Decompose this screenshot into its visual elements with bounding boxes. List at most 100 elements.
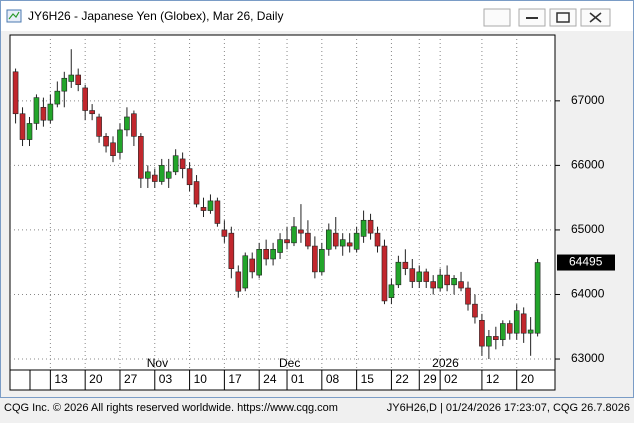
candle-body (110, 142, 116, 157)
candle-body (374, 232, 381, 247)
candle-body (305, 232, 311, 247)
x-tick-label: 08 (326, 372, 340, 386)
candle-body (193, 181, 200, 205)
last-price-box (557, 254, 615, 271)
candle-body (423, 271, 430, 282)
restore-button[interactable] (549, 8, 577, 27)
candle-body (103, 136, 109, 147)
candle-body (360, 219, 367, 237)
candle-body (207, 200, 214, 211)
candle-body (506, 323, 513, 334)
candle-body (19, 113, 26, 140)
x-tick-label: 29 (423, 372, 437, 386)
candle-body (332, 232, 339, 247)
x-tick-label: 15 (361, 372, 375, 386)
x-tick-label: 03 (159, 372, 173, 386)
candle-body (68, 74, 75, 82)
candle-body (437, 274, 443, 289)
candle-body (54, 90, 61, 105)
candle-body (214, 200, 221, 224)
close-icon (589, 12, 602, 23)
candle-body (479, 319, 485, 347)
candle-body (26, 123, 33, 140)
candle-body (249, 258, 256, 273)
x-tick-label: 12 (486, 372, 500, 386)
candle-body (499, 323, 506, 340)
candle-body (12, 71, 19, 115)
candle-body (416, 271, 423, 282)
candle-body (409, 268, 416, 282)
candle-body (381, 245, 388, 302)
candle-body (82, 87, 88, 111)
month-label: 2026 (432, 356, 459, 370)
x-tick-label: 10 (194, 372, 208, 386)
candle-body (242, 255, 249, 289)
x-tick-label: 02 (444, 372, 458, 386)
candle-body (256, 248, 262, 276)
candle-body (165, 171, 172, 179)
candle-body (513, 310, 520, 334)
candle-body (75, 74, 82, 86)
y-tick-label: 65000 (571, 222, 605, 236)
candle-body (33, 97, 40, 124)
x-tick-label: 20 (521, 372, 535, 386)
candle-body (151, 174, 158, 182)
candle-body (158, 165, 165, 182)
candle-body (270, 248, 276, 260)
candle-body (430, 281, 436, 289)
candle-body (131, 113, 137, 137)
x-tick-label: 17 (228, 372, 242, 386)
last-price-label: 64495 (569, 255, 603, 269)
candle-body (325, 229, 332, 250)
candle-body (221, 229, 228, 237)
candle-body (172, 155, 179, 173)
candle-body (179, 158, 186, 169)
candle-body (367, 219, 374, 234)
window-icon-graph (8, 11, 20, 20)
candle-body (235, 271, 242, 292)
footer-left: CQG Inc. © 2026 All rights reserved worl… (4, 402, 338, 414)
x-tick-label: 27 (124, 372, 138, 386)
candle-body (47, 103, 54, 121)
y-tick-label: 64000 (571, 287, 605, 301)
candle-body (346, 242, 353, 247)
candle-body (263, 248, 269, 260)
candle-body (200, 207, 207, 211)
month-label: Nov (147, 356, 168, 370)
candle-body (388, 284, 395, 299)
plot-area (9, 34, 556, 371)
candle-body (145, 171, 151, 179)
candle-body (472, 303, 478, 318)
candle-body (444, 274, 450, 286)
candle-body (89, 110, 95, 115)
x-tick-label: 01 (291, 372, 305, 386)
footer-right: JY6H26,D | 01/24/2026 17:23:07, CQG 26.7… (387, 402, 630, 414)
x-tick-label: 13 (54, 372, 68, 386)
candle-body (458, 281, 464, 289)
candle-body (284, 239, 290, 244)
candle-body (138, 136, 144, 179)
candle-body (465, 287, 471, 305)
x-tick-label: 22 (395, 372, 409, 386)
window-icon (6, 9, 22, 23)
y-tick-label: 67000 (571, 93, 605, 107)
x-tick-label: 24 (263, 372, 277, 386)
candle-body (493, 336, 499, 340)
month-label: Dec (279, 356, 300, 370)
candle-body (40, 106, 47, 121)
x-tick-label: 20 (89, 372, 103, 386)
link-button[interactable] (483, 8, 511, 27)
window-title: JY6H26 - Japanese Yen (Globex), Mar 26, … (28, 9, 283, 23)
candle-body (402, 261, 409, 269)
candle-body (277, 239, 283, 253)
candle-body (395, 261, 402, 286)
axis-corner-box (9, 369, 31, 391)
candle-body (520, 313, 527, 334)
candle-body (353, 232, 360, 250)
candle-body (312, 245, 318, 273)
candle-body (186, 168, 193, 186)
candle-body (124, 116, 130, 131)
candle-body (298, 229, 304, 234)
candle-body (339, 239, 346, 247)
candle-body (96, 116, 102, 137)
